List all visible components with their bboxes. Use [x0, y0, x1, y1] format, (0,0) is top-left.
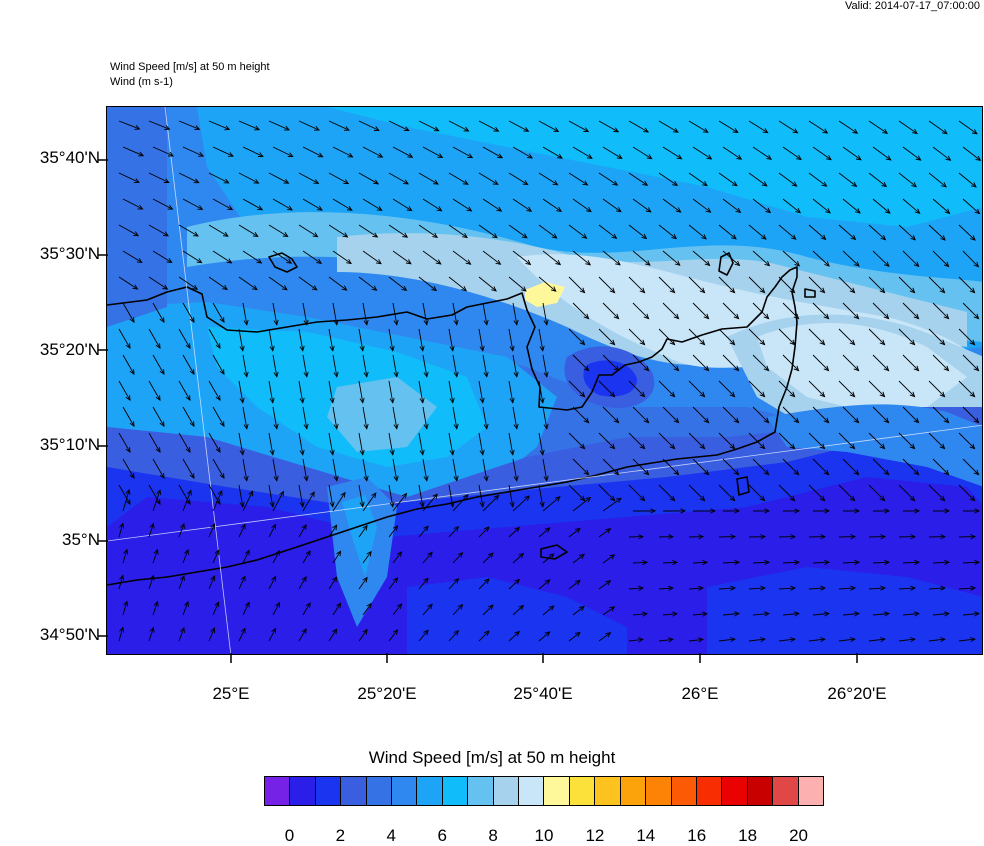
colorbar-tick-label: 14	[626, 826, 666, 846]
colorbar-swatch	[290, 777, 315, 805]
vector-title: Wind (m s-1)	[110, 76, 173, 88]
colorbar-swatch	[494, 777, 519, 805]
field-title: Wind Speed [m/s] at 50 m height	[110, 61, 270, 73]
wind-speed-contours	[107, 107, 983, 655]
lat-label: 35°10'N	[0, 435, 100, 455]
colorbar-tick-label: 4	[371, 826, 411, 846]
colorbar-tick-label: 20	[779, 826, 819, 846]
colorbar-swatch	[697, 777, 722, 805]
colorbar	[264, 776, 824, 806]
colorbar-tick-label: 6	[422, 826, 462, 846]
lon-label: 25°40'E	[493, 684, 593, 704]
lon-label: 26°20'E	[807, 684, 907, 704]
map-panel	[106, 106, 983, 655]
colorbar-tick-label: 10	[524, 826, 564, 846]
colorbar-swatch	[341, 777, 366, 805]
lat-label: 35°N	[0, 530, 100, 550]
colorbar-title: Wind Speed [m/s] at 50 m height	[0, 748, 984, 768]
colorbar-swatch	[595, 777, 620, 805]
lat-label: 35°40'N	[0, 148, 100, 168]
colorbar-swatch	[265, 777, 290, 805]
colorbar-swatch	[646, 777, 671, 805]
colorbar-swatch	[773, 777, 798, 805]
colorbar-swatch	[570, 777, 595, 805]
colorbar-swatch	[367, 777, 392, 805]
lon-label: 26°E	[650, 684, 750, 704]
colorbar-swatch	[519, 777, 544, 805]
lat-label: 35°20'N	[0, 340, 100, 360]
lon-label: 25°E	[181, 684, 281, 704]
lon-ticks	[100, 653, 984, 667]
colorbar-swatch	[544, 777, 569, 805]
colorbar-swatch	[443, 777, 468, 805]
colorbar-swatch	[722, 777, 747, 805]
colorbar-tick-label: 2	[320, 826, 360, 846]
colorbar-swatch	[392, 777, 417, 805]
lat-ticks	[96, 100, 108, 660]
colorbar-tick-label: 8	[473, 826, 513, 846]
colorbar-swatch	[468, 777, 493, 805]
lat-label: 35°30'N	[0, 244, 100, 264]
map-canvas	[107, 107, 983, 655]
colorbar-swatch	[748, 777, 773, 805]
colorbar-swatch	[672, 777, 697, 805]
colorbar-swatch	[799, 777, 823, 805]
colorbar-tick-label: 12	[575, 826, 615, 846]
colorbar-swatch	[316, 777, 341, 805]
colorbar-swatch	[621, 777, 646, 805]
colorbar-tick-label: 18	[728, 826, 768, 846]
colorbar-tick-label: 16	[677, 826, 717, 846]
lon-label: 25°20'E	[337, 684, 437, 704]
lat-label: 34°50'N	[0, 625, 100, 645]
colorbar-swatch	[417, 777, 442, 805]
valid-time: Valid: 2014-07-17_07:00:00	[845, 0, 980, 12]
colorbar-tick-label: 0	[269, 826, 309, 846]
